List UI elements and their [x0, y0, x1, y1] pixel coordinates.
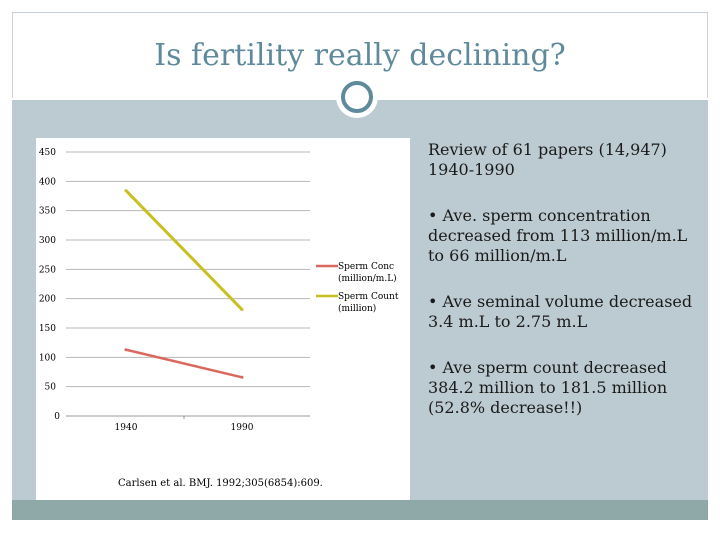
y-tick-label: 450 — [39, 148, 56, 158]
chart-panel: 0 50 100 150 200 250 300 350 400 450 1940 1990 Sperm… — [36, 138, 410, 438]
review-summary: Review of 61 papers (14,947) 1940-1990 — [428, 140, 698, 180]
review-line-2: 1940-1990 — [428, 160, 515, 179]
y-tick-label: 0 — [54, 412, 60, 422]
y-tick-label: 350 — [39, 207, 56, 217]
slide-title: Is fertility really declining? — [154, 38, 566, 73]
citation-panel — [36, 438, 410, 500]
legend-label: Sperm Count (million) — [338, 292, 399, 314]
line-chart: 0 50 100 150 200 250 300 350 400 450 1940 1990 Sperm… — [39, 148, 399, 433]
y-tick-label: 250 — [39, 265, 56, 275]
citation: Carlsen et al. BMJ. 1992;305(6854):609. — [118, 478, 323, 489]
footer-bar — [12, 500, 708, 522]
bullet-volume: • Ave seminal volume decreased 3.4 m.L t… — [428, 292, 693, 331]
y-tick-label: 200 — [39, 295, 56, 305]
ring-ornament-icon — [336, 76, 378, 118]
data-point — [240, 375, 244, 379]
legend-label: Sperm Conc (million/m.L) — [338, 262, 397, 284]
y-tick-label: 150 — [39, 324, 56, 334]
x-tick-label: 1990 — [231, 423, 254, 433]
y-tick-label: 50 — [45, 383, 57, 393]
review-line-1: Review of 61 papers (14,947) — [428, 140, 667, 159]
data-point — [124, 189, 128, 193]
y-tick-label: 400 — [39, 177, 56, 187]
y-tick-label: 300 — [39, 236, 56, 246]
y-tick-label: 100 — [39, 353, 56, 363]
footer-margin — [12, 520, 708, 540]
bullet-concentration: • Ave. sperm concentration decreased fro… — [428, 206, 688, 265]
data-point — [124, 348, 128, 352]
x-tick-label: 1940 — [115, 423, 138, 433]
bullet-count: • Ave sperm count decreased 384.2 millio… — [428, 358, 668, 417]
data-point — [240, 308, 244, 312]
series-line-sperm-count — [124, 189, 244, 311]
series-line-sperm-conc — [125, 348, 243, 379]
